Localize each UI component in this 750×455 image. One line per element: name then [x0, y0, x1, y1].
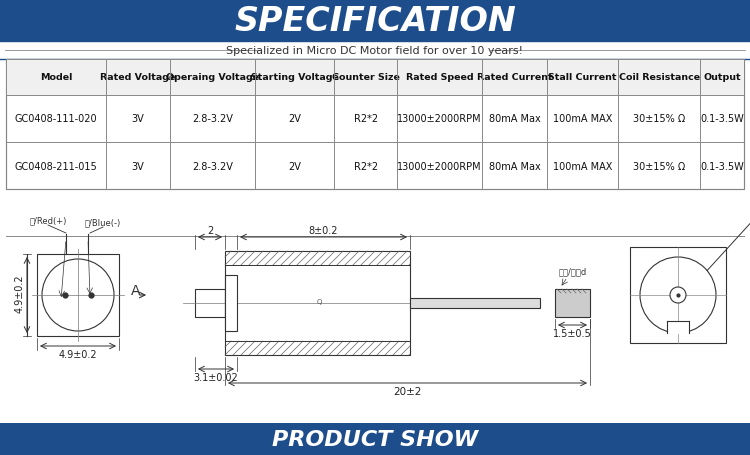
Text: Coil Resistance: Coil Resistance	[619, 73, 700, 82]
Text: 2.8-3.2V: 2.8-3.2V	[192, 161, 232, 171]
Text: PRODUCT SHOW: PRODUCT SHOW	[272, 429, 478, 449]
Text: 30±15% Ω: 30±15% Ω	[633, 114, 686, 124]
Bar	[667, 321, 689, 334]
Text: Stall Current: Stall Current	[548, 73, 616, 82]
Text: 80mA Max: 80mA Max	[488, 161, 540, 171]
Text: 3.1±0.02: 3.1±0.02	[194, 372, 238, 382]
Text: Operaing Voltage: Operaing Voltage	[166, 73, 259, 82]
Text: 2: 2	[207, 226, 213, 236]
Text: 8±0.2: 8±0.2	[309, 226, 338, 236]
Text: R2*2: R2*2	[354, 114, 378, 124]
Circle shape	[42, 259, 114, 331]
Text: 2V: 2V	[288, 161, 301, 171]
Bar	[195, 289, 225, 317]
Text: Output: Output	[704, 73, 741, 82]
Text: 3V: 3V	[131, 114, 144, 124]
Text: Q: Q	[316, 298, 322, 304]
Text: 3V: 3V	[131, 161, 144, 171]
Text: GC0408-211-015: GC0408-211-015	[14, 161, 98, 171]
Text: 2.8-3.2V: 2.8-3.2V	[192, 114, 232, 124]
Bar	[6, 60, 744, 190]
Text: 30±15% Ω: 30±15% Ω	[633, 161, 686, 171]
Text: 0.1-3.5W: 0.1-3.5W	[700, 114, 744, 124]
Bar	[410, 298, 540, 308]
Bar	[225, 275, 237, 331]
Text: 13000±2000RPM: 13000±2000RPM	[398, 161, 482, 171]
Text: Rated Current: Rated Current	[477, 73, 552, 82]
Text: 4.9±0.2: 4.9±0.2	[15, 274, 25, 313]
Text: 100mA MAX: 100mA MAX	[553, 114, 612, 124]
Circle shape	[670, 288, 686, 303]
Text: 0.1-3.5W: 0.1-3.5W	[700, 161, 744, 171]
Text: 80mA Max: 80mA Max	[488, 114, 540, 124]
Bar	[0, 0, 750, 42]
Text: A: A	[131, 283, 140, 298]
Text: SPECIFICATION: SPECIFICATION	[234, 5, 516, 37]
Bar	[0, 423, 750, 455]
Text: 100mA MAX: 100mA MAX	[553, 161, 612, 171]
Text: 连接/内寺d: 连接/内寺d	[558, 267, 586, 276]
Text: 13000±2000RPM: 13000±2000RPM	[398, 114, 482, 124]
Text: Specialized in Micro DC Motor field for over 10 years!: Specialized in Micro DC Motor field for …	[226, 46, 524, 56]
Text: Rated Voltage: Rated Voltage	[100, 73, 176, 82]
Bar	[6, 60, 744, 96]
Bar	[0, 42, 750, 60]
Bar	[555, 289, 590, 317]
Text: 红/Red(+): 红/Red(+)	[29, 216, 67, 224]
Text: R2*2: R2*2	[354, 161, 378, 171]
Text: GC0408-111-020: GC0408-111-020	[14, 114, 98, 124]
Bar	[225, 252, 410, 355]
Bar	[630, 248, 726, 343]
Bar	[37, 254, 119, 336]
Text: 4.9±0.2: 4.9±0.2	[58, 349, 98, 359]
Text: Counter Size: Counter Size	[332, 73, 400, 82]
Text: 蓝/Blue(-): 蓝/Blue(-)	[85, 217, 122, 227]
Circle shape	[640, 258, 716, 333]
Text: Model: Model	[40, 73, 72, 82]
Text: 20±2: 20±2	[393, 386, 422, 396]
Text: Rated Speed: Rated Speed	[406, 73, 473, 82]
Text: Starting Voltage: Starting Voltage	[251, 73, 338, 82]
Text: 1.5±0.5: 1.5±0.5	[553, 328, 592, 338]
Text: 2V: 2V	[288, 114, 301, 124]
